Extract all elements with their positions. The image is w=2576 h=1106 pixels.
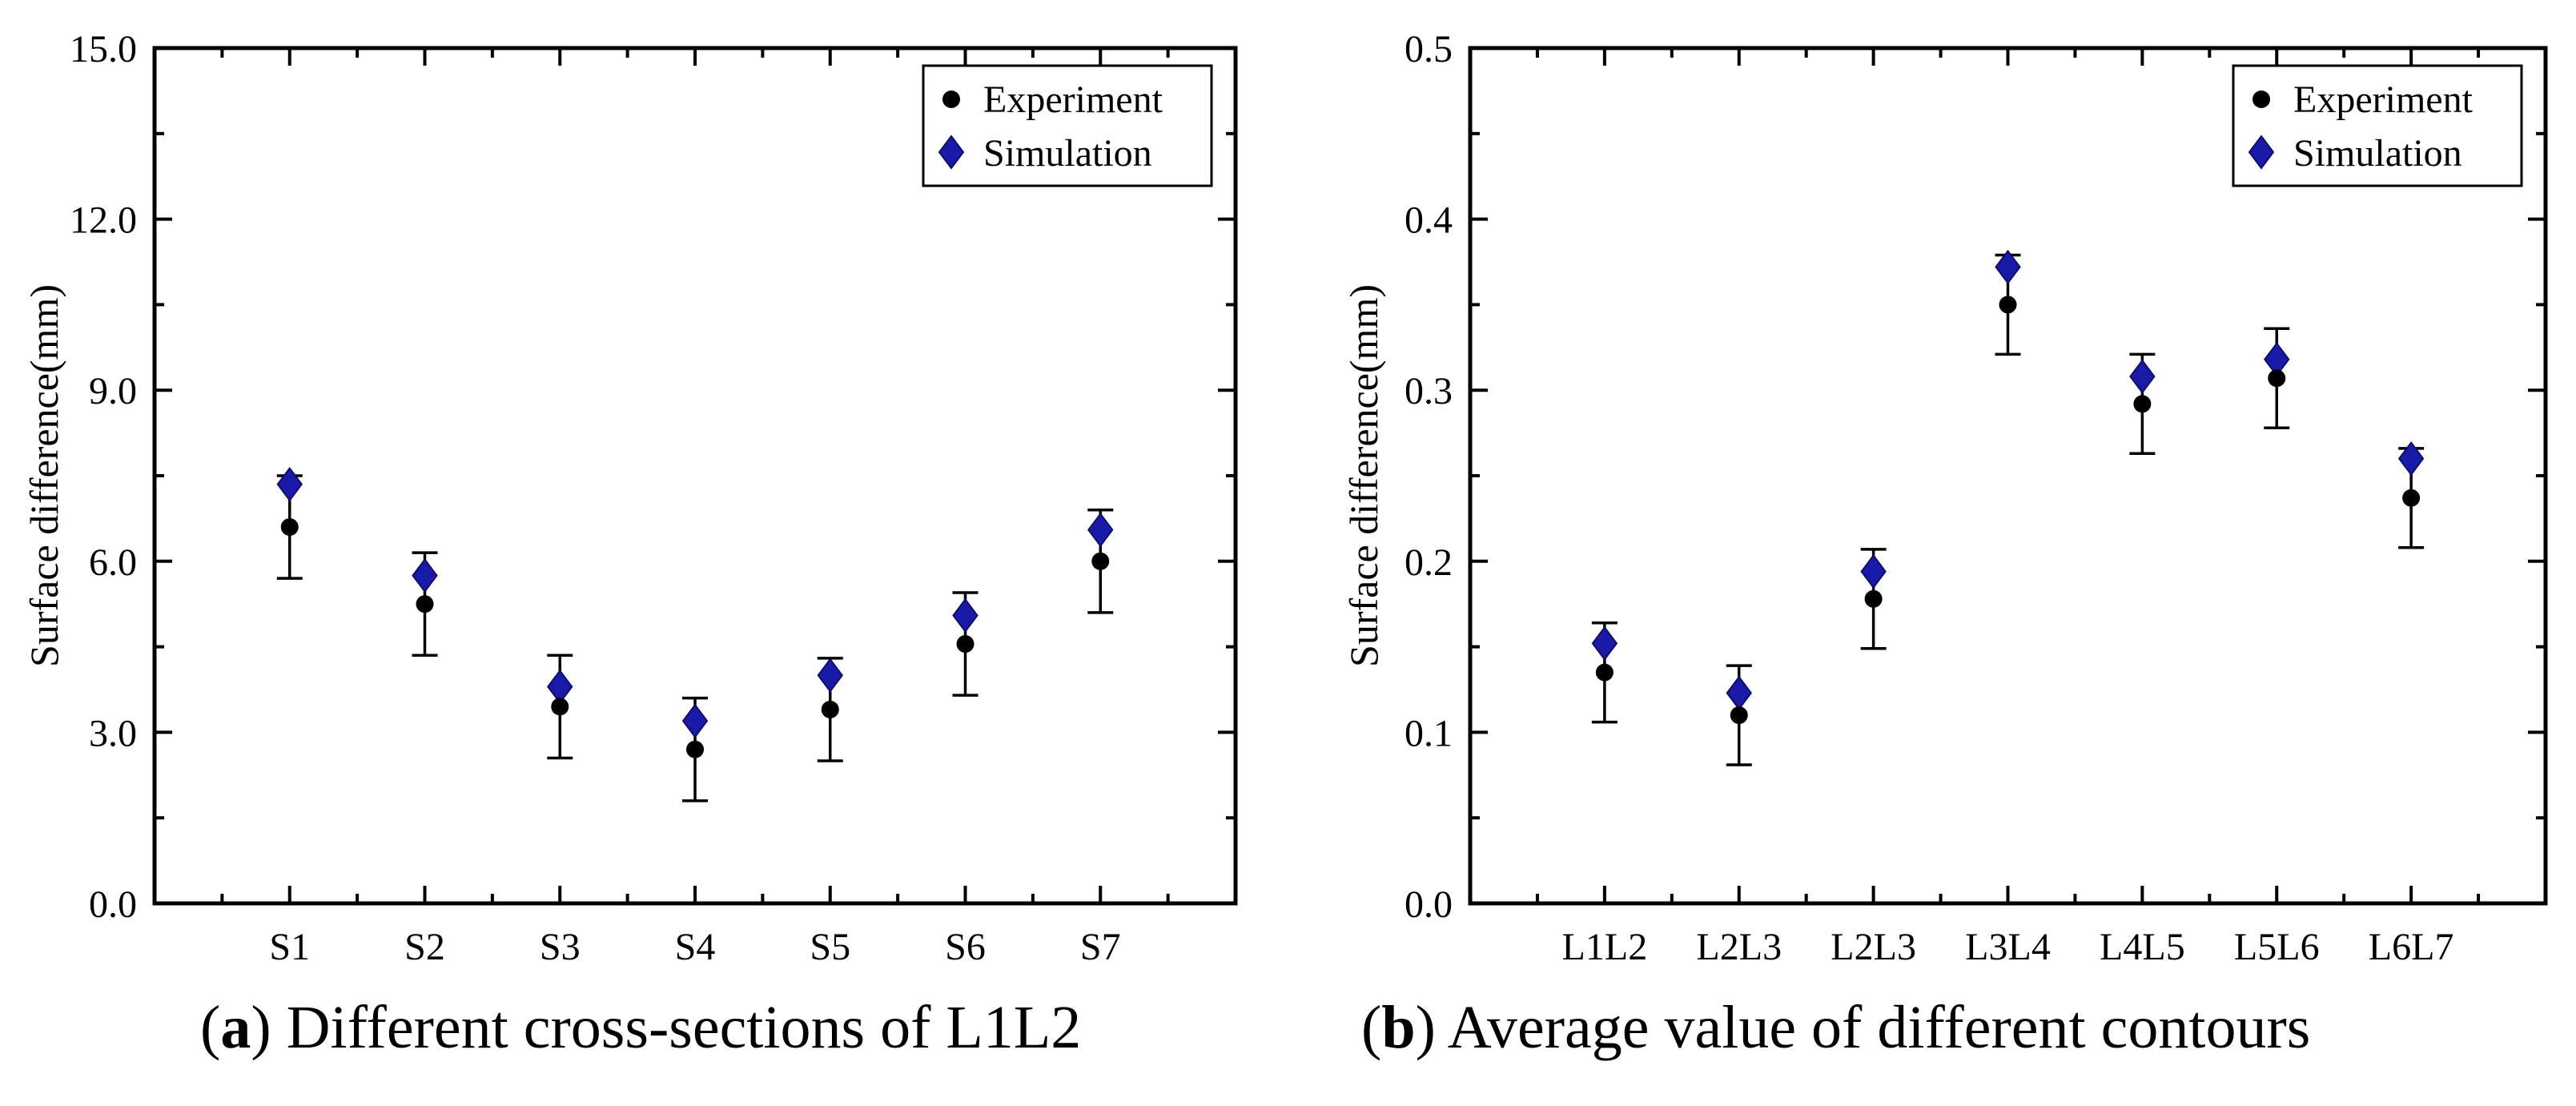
caption-a: (a) Different cross-sections of L1L2 [200,994,1082,1061]
x-tick-label-6: S7 [1080,926,1121,968]
y-tick-label: 12.0 [70,199,137,242]
x-tick-label-6: L6L7 [2369,926,2454,968]
y-tick-label: 0.0 [1405,883,1453,926]
x-tick-label-4: S5 [810,926,850,968]
legend-experiment-marker [2252,90,2270,108]
experiment-point-5 [956,635,975,654]
x-tick-label-5: L5L6 [2234,926,2320,968]
y-tick-label: 0.3 [1405,370,1453,412]
experiment-point-6 [1091,552,1110,570]
y-tick-label: 15.0 [70,28,137,70]
experiment-point-6 [2402,489,2421,507]
y-tick-label: 9.0 [89,370,137,412]
legend-simulation-label: Simulation [983,132,1152,175]
experiment-point-1 [416,595,434,613]
chart-a: 0.0 3.0 6.0 9.0 12.0 15.0 S1 S2 S3 S4 S5 S6 S7 Surfac… [22,28,1238,968]
simulation-point-5 [952,597,979,633]
y-tick-label: 6.0 [89,541,137,584]
y-axis-title: Surface difference(mm) [1341,284,1386,667]
x-tick-label-4: L4L5 [2100,926,2185,968]
experiment-point-2 [551,698,569,716]
experiment-point-3 [686,740,704,758]
x-tick-label-3: S4 [675,926,716,968]
y-tick-label: 3.0 [89,712,137,754]
experiment-point-5 [2268,369,2286,388]
y-tick-label: 0.4 [1405,199,1453,242]
simulation-point-0 [1591,625,1618,661]
simulation-point-1 [1726,675,1752,710]
chart-b: 0.0 0.1 0.2 0.3 0.4 0.5 L1L2 L2L3 L2L3 L3L4 L4L5 L5… [1341,28,2548,968]
simulation-point-1 [412,557,438,593]
caption-b: (b) Average value of different contours [1361,994,2311,1061]
x-tick-label-2: L2L3 [1831,926,1916,968]
y-tick-label: 0.2 [1405,541,1453,584]
simulation-point-4 [817,658,843,693]
legend-simulation-marker [2248,135,2275,170]
y-tick-label: 0.5 [1405,28,1453,70]
simulation-point-6 [1087,512,1114,548]
x-tick-label-0: S1 [269,926,310,968]
y-axis-title: Surface difference(mm) [22,284,66,667]
simulation-point-0 [276,467,303,502]
simulation-point-6 [2397,440,2425,477]
x-tick-label-2: S3 [540,926,581,968]
caption-b-text: Average value of different contours [1447,994,2311,1061]
experiment-point-0 [280,518,299,537]
experiment-point-1 [1730,706,1748,725]
y-tick-label: 0.1 [1405,712,1453,754]
simulation-point-4 [2129,359,2156,394]
x-tick-label-3: L3L4 [1965,926,2051,968]
y-tick-label: 0.0 [89,883,137,926]
simulation-point-3 [681,703,709,738]
legend-simulation-label: Simulation [2293,132,2462,175]
legend-box [2232,64,2523,187]
x-tick-label-1: L2L3 [1696,926,1782,968]
experiment-point-4 [821,700,839,718]
legend-box [922,64,1213,187]
legend-experiment-label: Experiment [983,78,1163,121]
experiment-point-4 [2133,395,2152,413]
legend-experiment-marker [942,90,960,108]
experiment-point-3 [1999,296,2017,314]
x-tick-label-5: S6 [945,926,986,968]
x-tick-label-1: S2 [404,926,445,968]
legend-simulation-marker [938,135,965,170]
experiment-point-2 [1864,589,1883,608]
simulation-point-2 [1860,553,1887,589]
caption-a-letter: a [220,994,251,1061]
caption-a-text: Different cross-sections of L1L2 [286,994,1082,1061]
experiment-point-0 [1595,663,1614,682]
x-tick-label-0: L1L2 [1562,926,1648,968]
simulation-point-3 [1995,249,2021,285]
caption-b-letter: b [1381,994,1416,1061]
legend-experiment-label: Experiment [2293,78,2474,121]
